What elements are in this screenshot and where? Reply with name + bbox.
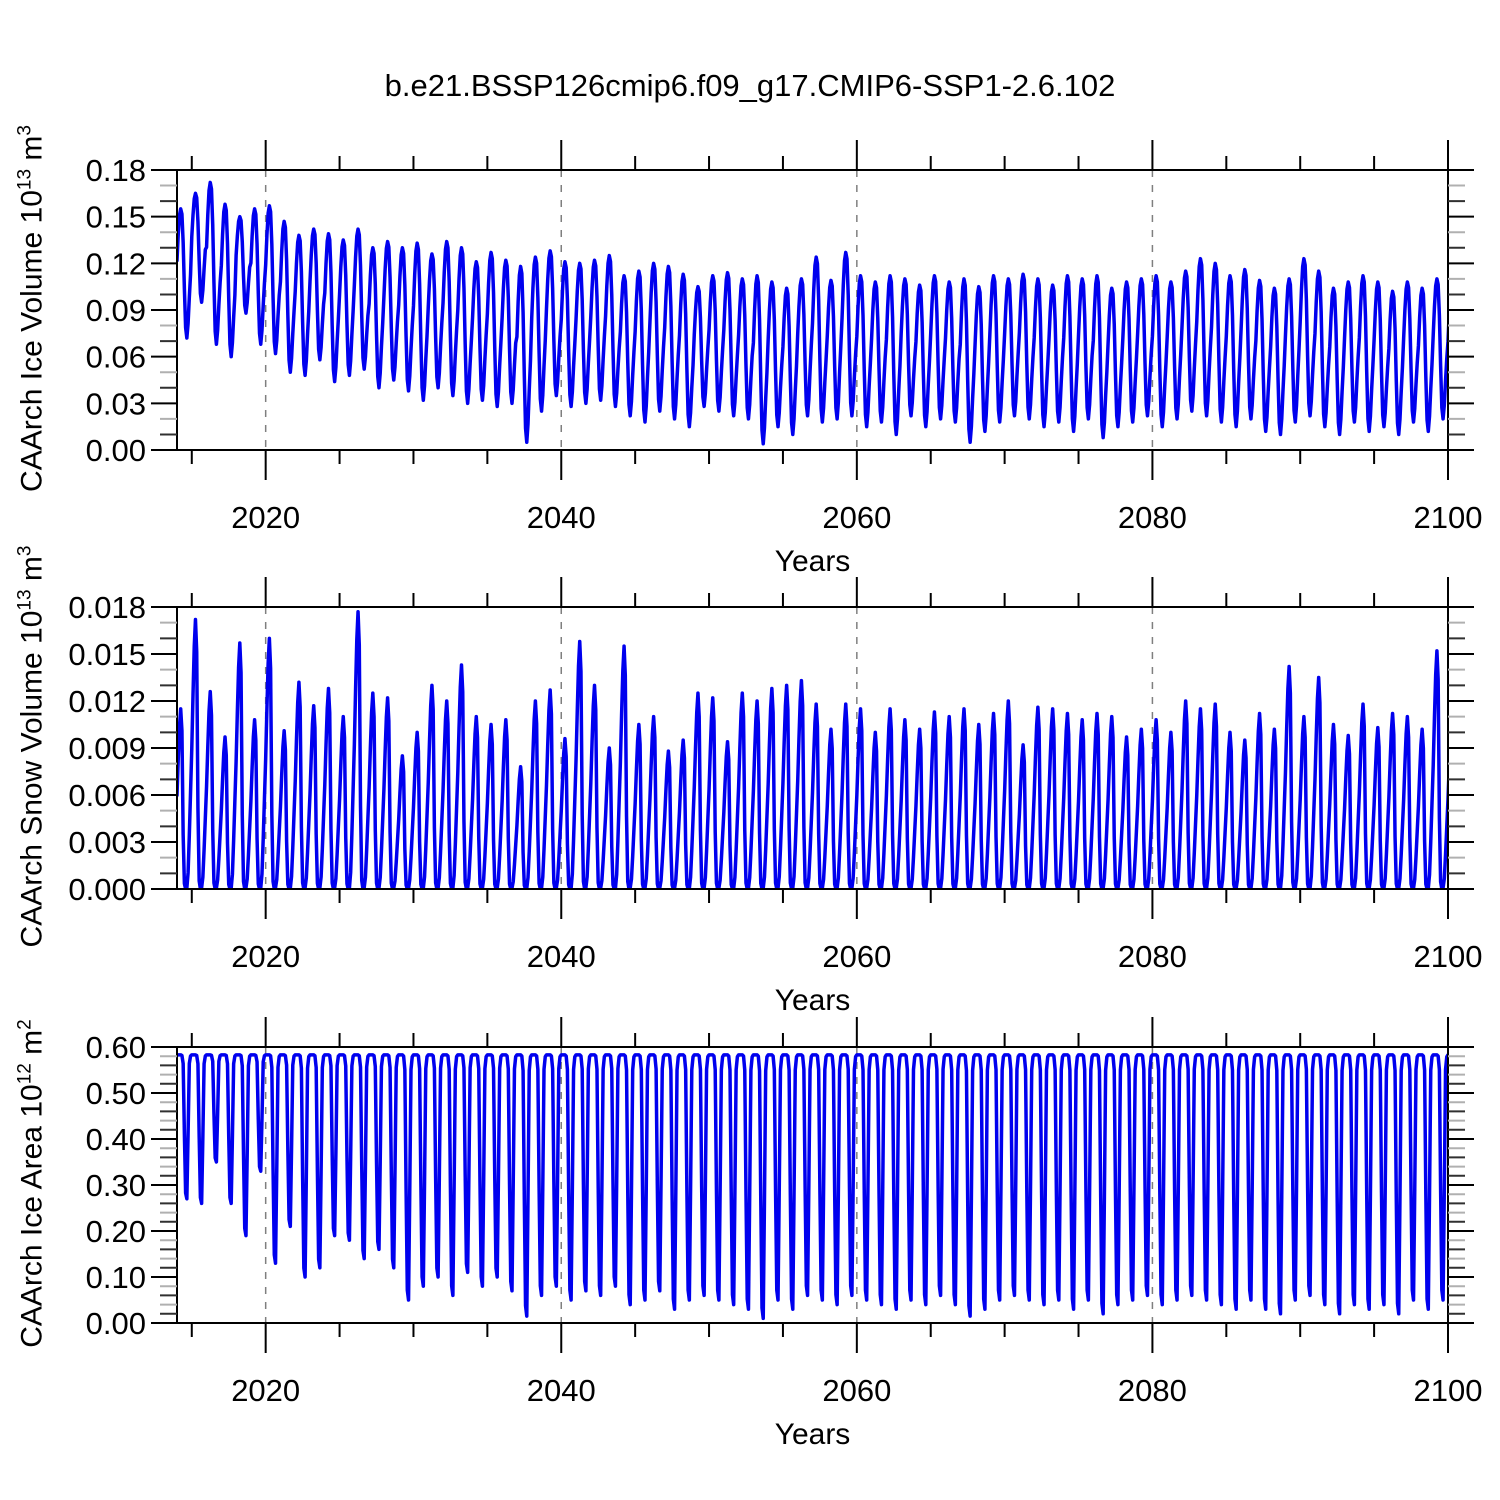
x-tick-label: 2080 (1118, 1373, 1187, 1408)
y-axis-title-unit-exponent: 2 (14, 1019, 36, 1030)
y-tick-label: 0.60 (86, 1030, 146, 1065)
y-tick-label: 0.09 (86, 293, 146, 328)
y-axis-title-unit: m (15, 556, 49, 590)
x-tick-label: 2060 (822, 500, 891, 535)
x-axis: 2020 2040 2060 2080 2100 (190, 577, 1483, 974)
y-axis: 0.00 0.03 0.06 0.09 0.12 0.15 0.18 (86, 153, 1474, 468)
y-axis-title-text: CAArch Ice Volume 10 (15, 190, 49, 492)
x-tick-label: 2100 (1414, 939, 1483, 974)
x-tick-label: 2100 (1414, 1373, 1483, 1408)
y-tick-label: 0.006 (68, 778, 146, 813)
figure-title: b.e21.BSSP126cmip6.f09_g17.CMIP6-SSP1-2.… (384, 68, 1116, 103)
y-axis: 0.000 0.003 0.006 0.009 0.012 0.015 0.018 (68, 590, 1474, 907)
x-axis-title: Years (774, 984, 851, 1017)
y-tick-label: 0.40 (86, 1122, 146, 1157)
x-tick-label: 2080 (1118, 500, 1187, 535)
x-axis: 2020 2040 2060 2080 2100 (190, 140, 1483, 535)
x-tick-label: 2020 (231, 1373, 300, 1408)
caarch-ice-volume-line (177, 180, 1448, 446)
y-axis-title-exponent: 13 (14, 589, 36, 611)
y-axis-title-unit-exponent: 3 (14, 125, 36, 136)
x-axis: 2020 2040 2060 2080 2100 (190, 1017, 1483, 1408)
y-tick-label: 0.003 (68, 825, 146, 860)
y-axis-title-text: CAArch Ice Area 10 (15, 1084, 49, 1348)
y-tick-label: 0.06 (86, 340, 146, 375)
y-axis-title-unit: m (15, 1029, 49, 1064)
y-tick-label: 0.000 (68, 872, 146, 907)
y-tick-label: 0.15 (86, 200, 146, 235)
x-axis-title: Years (774, 1418, 851, 1451)
y-axis-title-exponent: 13 (14, 168, 36, 191)
y-tick-label: 0.10 (86, 1260, 146, 1295)
y-tick-label: 0.50 (86, 1076, 146, 1111)
y-tick-label: 0.30 (86, 1168, 146, 1203)
panel-caarch-snow-volume: 2020 2040 2060 2080 2100 0.000 0.003 0.006 0.009… (68, 577, 1482, 974)
x-tick-label: 2060 (822, 1373, 891, 1408)
y-tick-label: 0.03 (86, 386, 146, 421)
y-axis-title-unit-exponent: 3 (14, 545, 36, 557)
x-tick-label: 2040 (527, 1373, 596, 1408)
panel-caarch-ice-volume: 2020 2040 2060 2080 2100 0.00 0.03 0.06 0.09 0.12… (86, 140, 1483, 535)
y-tick-label: 0.18 (86, 153, 146, 188)
y-axis-title-exponent: 12 (14, 1063, 36, 1085)
caarch-snow-volume-line (177, 609, 1448, 889)
y-tick-label: 0.018 (68, 590, 146, 625)
x-tick-label: 2060 (822, 939, 891, 974)
y-axis-title-text: CAArch Snow Volume 10 (15, 610, 49, 948)
y-tick-label: 0.012 (68, 684, 146, 719)
x-axis-title: Years (774, 545, 851, 578)
panel-caarch-ice-area: 2020 2040 2060 2080 2100 0.00 0.10 0.20 0.30 0.40… (86, 1017, 1483, 1408)
y-tick-label: 0.20 (86, 1214, 146, 1249)
x-tick-label: 2100 (1414, 500, 1483, 535)
y-axis-title-ice-volume: CAArch Ice Volume 1013 m3 (15, 79, 50, 539)
y-axis-title-snow-volume: CAArch Snow Volume 1013 m3 (15, 517, 50, 977)
y-axis-title-ice-area: CAArch Ice Area 1012 m2 (15, 954, 50, 1414)
y-tick-label: 0.00 (86, 1306, 146, 1341)
x-tick-label: 2040 (527, 500, 596, 535)
x-tick-label: 2040 (527, 939, 596, 974)
caarch-ice-area-line (177, 1053, 1448, 1321)
y-tick-label: 0.00 (86, 433, 146, 468)
y-axis: 0.00 0.10 0.20 0.30 0.40 0.50 0.60 (86, 1030, 1474, 1341)
x-tick-label: 2020 (231, 939, 300, 974)
y-axis-title-unit: m (15, 135, 49, 169)
y-tick-label: 0.12 (86, 246, 146, 281)
x-tick-label: 2020 (231, 500, 300, 535)
y-tick-label: 0.015 (68, 637, 146, 672)
y-tick-label: 0.009 (68, 731, 146, 766)
x-tick-label: 2080 (1118, 939, 1187, 974)
